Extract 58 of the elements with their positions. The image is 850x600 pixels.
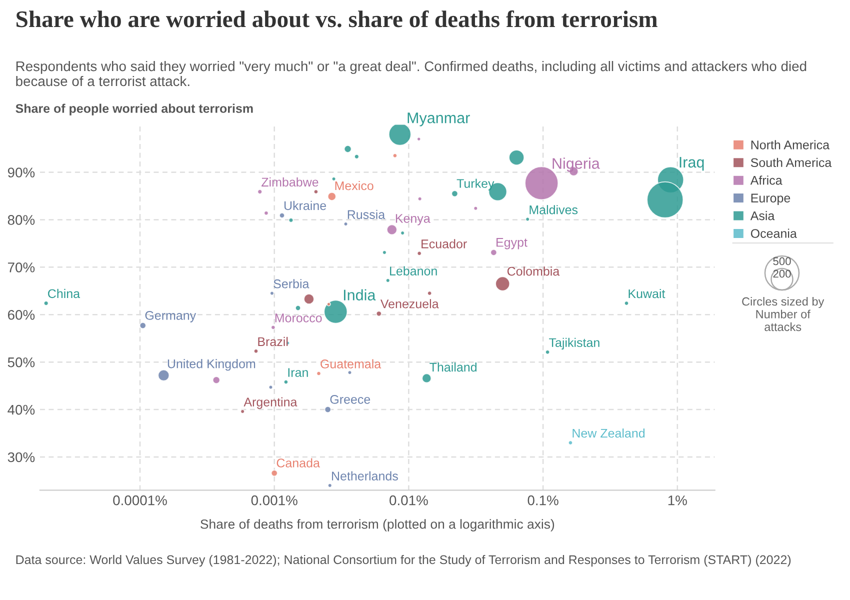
y-tick-label: 90% [8, 168, 35, 178]
legend-label: North America [751, 140, 830, 150]
legend-label: Asia [750, 211, 775, 220]
annotation: Lebanon [390, 266, 437, 276]
annotation: United Kingdom [168, 359, 256, 371]
annotation: Iran [288, 368, 308, 377]
annotation: Kuwait [628, 288, 666, 298]
annotation: New Zealand [572, 428, 645, 438]
chart-title: Share who are worried about vs. share of deaths from terrorism [16, 10, 658, 28]
legend-label: Africa [750, 176, 782, 185]
legend-label: 200 [773, 270, 791, 278]
y-tick-label: 30% [8, 452, 35, 462]
annotation: Russia [348, 210, 386, 220]
annotation: Iraq [680, 156, 704, 171]
source-note: Data source: World Values Survey (1981-2022); National Consortium for the Study of Terrorism and Responses to Terrorism (START) (2022) [16, 554, 791, 567]
annotation: Venezuela [380, 299, 439, 308]
annotation: Guatemala [320, 359, 382, 368]
y-tick-label: 70% [8, 262, 35, 272]
annotation: Ukraine [284, 200, 326, 210]
chart-subtitle: Respondents who said they worried "very much" or "a great deal". Confirmed deaths, including all victims and attackers who died because of a terrorist attack. [16, 60, 806, 86]
annotation: Myanmar [408, 112, 470, 126]
annotation: Kenya [396, 214, 430, 226]
annotation: Turkey [456, 178, 494, 190]
x-tick-label: 0.001% [251, 495, 298, 506]
annotation: Maldives [530, 205, 578, 214]
annotation: Egypt [496, 238, 528, 250]
annotation: Morocco [275, 314, 322, 322]
annotation: China [48, 288, 80, 298]
x-tick-label: 0.1% [528, 495, 558, 506]
y-tick-label: 60% [8, 310, 35, 320]
annotation: Zimbabwe [262, 177, 318, 187]
annotation: India [344, 289, 376, 300]
annotation: Nigeria [552, 158, 600, 172]
annotation: Argentina [244, 397, 298, 409]
y-tick-label: 50% [8, 357, 35, 368]
text: Circles sized by Number of attacks [742, 297, 824, 332]
y-tick-label: 40% [8, 404, 35, 415]
legend-label: Europe [751, 194, 790, 205]
legend-label: 500 [773, 257, 791, 266]
x-tick-label: 0.01% [390, 495, 428, 506]
annotation: Germany [145, 310, 196, 322]
x-tick-label: 0.0001% [113, 495, 167, 506]
annotation: Tajikistan [549, 338, 600, 350]
annotation: Ecuador [422, 239, 467, 248]
x-tick-label: 1% [668, 495, 687, 506]
annotation: Colombia [507, 266, 560, 276]
annotation: Canada [276, 458, 320, 468]
legend-label: Oceania [750, 228, 797, 238]
annotation: Thailand [430, 362, 476, 372]
y-tick-label: 80% [8, 215, 35, 225]
legend-label: South America [750, 158, 832, 168]
x-axis-title: Share of deaths from terrorism (plotted on a logarithmic axis) [200, 519, 554, 532]
annotation: Netherlands [332, 471, 398, 480]
annotation: Brazil [258, 336, 288, 346]
annotation: Greece [330, 394, 370, 404]
y-axis-title: Share of people worried about terrorism [16, 104, 253, 116]
annotation: Mexico [335, 181, 374, 190]
annotation: Serbia [274, 279, 310, 288]
